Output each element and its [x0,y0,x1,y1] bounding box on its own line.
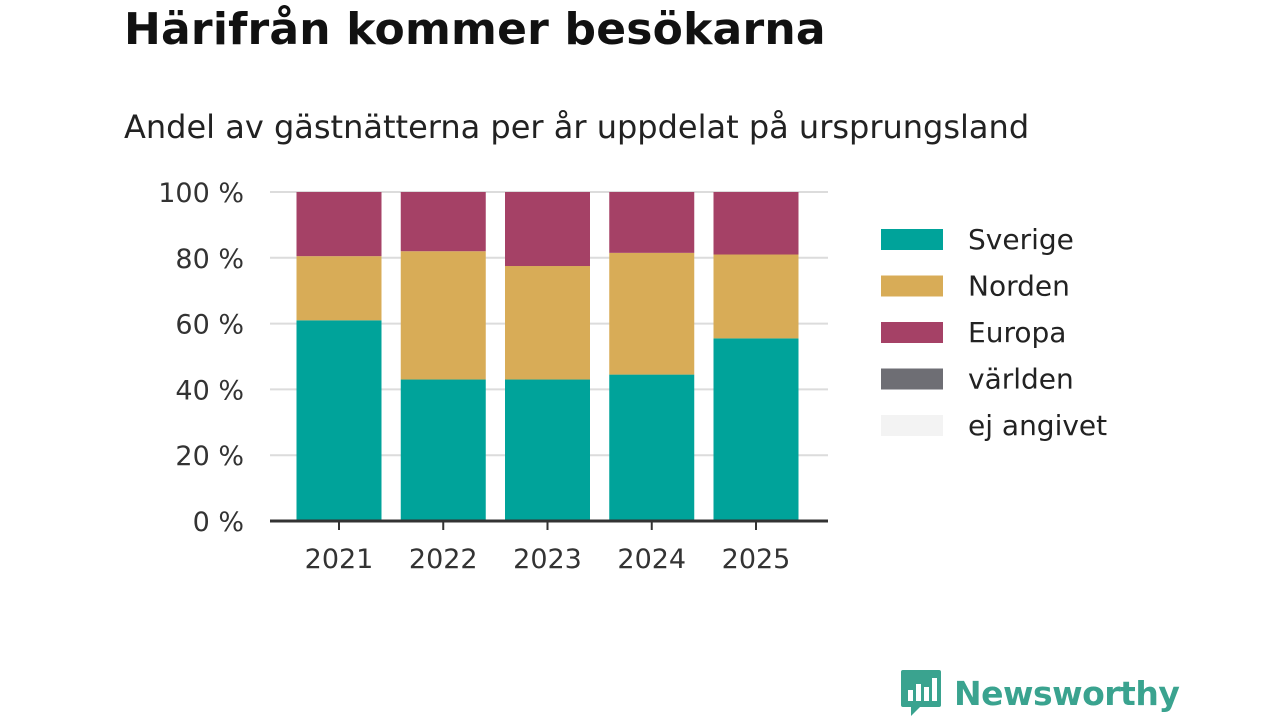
legend-swatch [881,415,943,436]
newsworthy-logo-icon [901,670,941,716]
legend-swatch [881,322,943,343]
legend-label: Sverige [968,223,1074,256]
y-tick-label: 80 % [175,244,244,275]
y-tick-label: 0 % [193,507,244,538]
newsworthy-logo: Newsworthy [900,668,1180,718]
bar-segment [400,379,486,521]
legend-label: världen [968,363,1074,396]
newsworthy-logo-text: Newsworthy [954,673,1180,713]
bar-segment [713,254,799,339]
bar-segment [713,192,799,255]
chart-title: Härifrån kommer besökarna [124,4,826,55]
bar-segment [609,192,695,253]
bar-segment [505,192,590,267]
bar-segment [296,320,382,521]
legend-label: ej angivet [968,409,1107,442]
legend-label: Europa [968,316,1066,349]
bar-segment [713,338,799,521]
legend-label: Norden [968,270,1070,303]
y-tick-label: 60 % [175,310,244,341]
x-tick-label: 2023 [513,544,582,575]
bar-segment [296,256,382,321]
bar-segment [609,374,695,521]
legend-swatch [881,368,943,390]
legend-swatch [881,275,943,297]
x-tick-label: 2024 [617,544,686,575]
y-tick-label: 100 % [158,178,244,209]
bar-segment [400,251,486,380]
bar-segment [609,252,695,375]
stacked-bar-chart: 0 % 20 % 40 % 60 % 80 % 100 % 2021 2022 2023 2024… [158,178,1107,575]
bar-segment [505,266,590,380]
y-tick-label: 40 % [175,375,244,406]
x-tick-label: 2022 [409,544,478,575]
bar-segment [296,192,382,257]
legend-swatch [881,229,943,250]
chart-subtitle: Andel av gästnätterna per år uppdelat på… [124,108,1030,146]
x-tick-label: 2021 [305,544,374,575]
bar-segment [400,192,486,252]
x-tick-label: 2025 [722,544,791,575]
bar-segment [505,379,590,521]
y-tick-label: 20 % [175,441,244,472]
